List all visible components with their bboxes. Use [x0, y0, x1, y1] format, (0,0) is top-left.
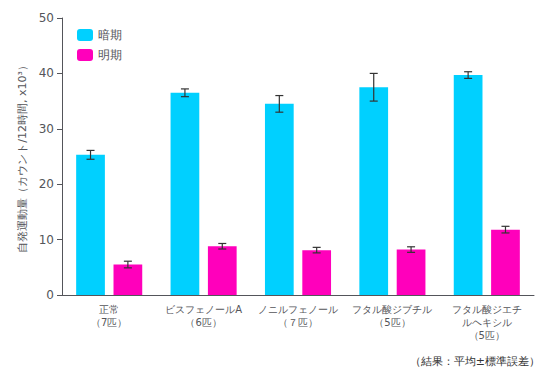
svg-text:（結果：平均±標準誤差）: （結果：平均±標準誤差） [410, 355, 540, 368]
svg-text:正常: 正常 [99, 304, 119, 315]
svg-text:フタル酸ジブチル: フタル酸ジブチル [352, 304, 432, 315]
svg-text:暗期: 暗期 [98, 28, 122, 42]
svg-text:（6匹）: （6匹） [185, 317, 221, 328]
svg-text:30: 30 [39, 122, 54, 136]
svg-text:（5匹）: （5匹） [374, 317, 410, 328]
svg-text:自発運動量（カウント/12時間, x10³）: 自発運動量（カウント/12時間, x10³） [16, 60, 29, 253]
svg-text:50: 50 [39, 11, 54, 25]
svg-text:ルヘキシル: ルヘキシル [462, 317, 512, 328]
svg-text:（７匹）: （７匹） [278, 317, 318, 328]
svg-text:（5匹）: （5匹） [469, 330, 505, 341]
svg-text:ノニルフェノール: ノニルフェノール [258, 304, 338, 315]
svg-text:10: 10 [39, 233, 54, 247]
svg-text:20: 20 [39, 177, 54, 191]
svg-text:フタル酸ジエチ: フタル酸ジエチ [452, 304, 522, 315]
svg-text:ビスフェノールA: ビスフェノールA [165, 304, 242, 315]
svg-text:40: 40 [39, 66, 54, 80]
svg-text:（7匹）: （7匹） [91, 317, 127, 328]
svg-text:明期: 明期 [98, 48, 122, 62]
svg-text:0: 0 [46, 288, 54, 302]
